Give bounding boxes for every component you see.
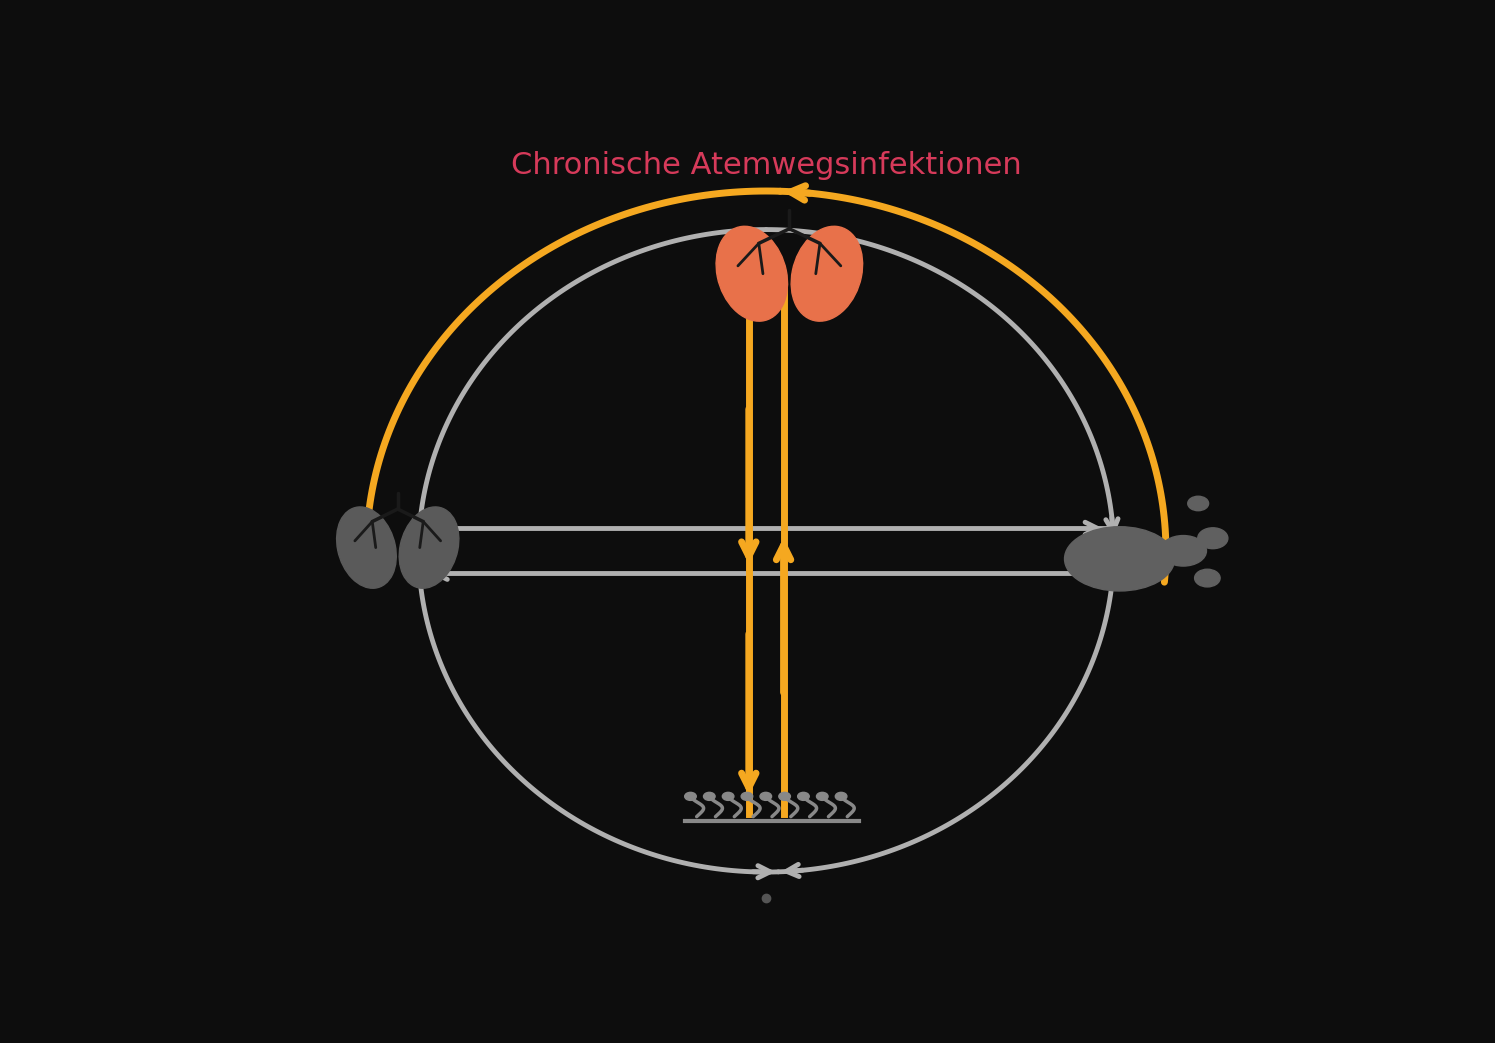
Ellipse shape — [336, 507, 396, 588]
Circle shape — [742, 793, 753, 800]
Ellipse shape — [1064, 527, 1175, 591]
Circle shape — [1195, 569, 1220, 587]
Circle shape — [1197, 528, 1227, 549]
Circle shape — [1187, 496, 1208, 511]
Circle shape — [704, 793, 715, 800]
Ellipse shape — [1160, 535, 1206, 566]
Circle shape — [836, 793, 846, 800]
Ellipse shape — [716, 226, 788, 321]
Circle shape — [779, 793, 791, 800]
Text: Chronische Atemwegsinfektionen: Chronische Atemwegsinfektionen — [511, 151, 1021, 179]
Circle shape — [798, 793, 809, 800]
Ellipse shape — [399, 507, 459, 588]
Ellipse shape — [791, 226, 863, 321]
Circle shape — [816, 793, 828, 800]
Circle shape — [685, 793, 697, 800]
Circle shape — [722, 793, 734, 800]
Circle shape — [759, 793, 771, 800]
